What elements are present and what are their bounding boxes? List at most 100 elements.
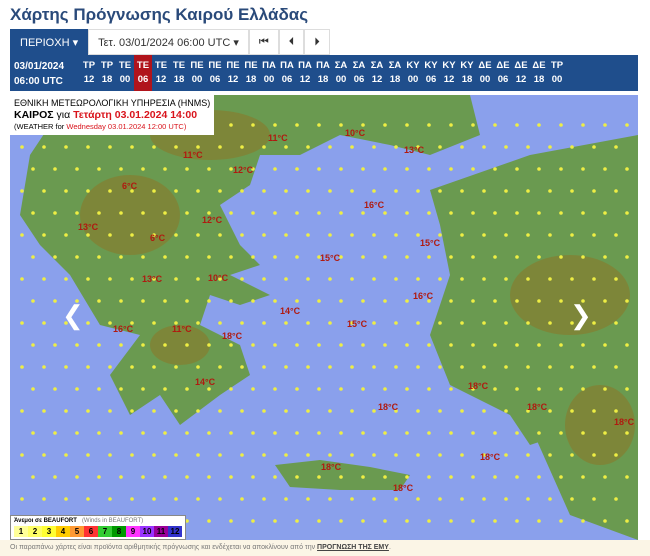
timeline-slot[interactable]: ΚΥ 06 (422, 55, 440, 91)
slot-day: ΣΑ (388, 60, 402, 71)
page-title: Χάρτης Πρόγνωσης Καιρού Ελλάδας (10, 5, 309, 24)
hnms-forecast-link[interactable]: ΠΡΟΓΝΩΣΗ ΤΗΣ ΕΜΥ (317, 544, 389, 551)
date-dropdown[interactable]: Τετ. 03/01/2024 06:00 UTC ▾ (88, 29, 249, 55)
timeline-slot[interactable]: ΠΕ 18 (242, 55, 260, 91)
prev-arrow-button[interactable]: ❮ (62, 300, 84, 331)
beaufort-cell: 4 (56, 526, 70, 537)
slot-hour: 12 (371, 74, 383, 85)
temperature-label: 18°C (527, 402, 548, 412)
temperature-label: 18°C (222, 331, 243, 341)
timeline-slot[interactable]: ΔΕ 06 (494, 55, 512, 91)
timeline-slot[interactable]: ΤΡ 12 (80, 55, 98, 91)
slot-day: ΤΡ (550, 60, 564, 71)
skip-first-button[interactable]: ⏮ (248, 29, 279, 55)
slot-day: ΠΕ (190, 60, 204, 71)
forecast-utc-time: Wednesday 03.01.2024 12:00 UTC) (66, 122, 187, 131)
timeline-slot[interactable]: ΚΥ 18 (458, 55, 476, 91)
chevron-left-icon: ❮ (62, 300, 84, 330)
beaufort-cell: 3 (42, 526, 56, 537)
temperature-label: 11°C (268, 133, 288, 143)
slot-day: ΚΥ (460, 60, 474, 71)
timeline-slot[interactable]: ΣΑ 12 (368, 55, 386, 91)
timeline-slot[interactable]: ΤΕ 06 (134, 55, 152, 91)
slot-day: ΤΡ (100, 60, 114, 71)
next-arrow-button[interactable]: ❯ (570, 300, 592, 331)
temperature-label: 12°C (233, 165, 254, 175)
slot-hour: 00 (263, 74, 275, 85)
timeline-slot[interactable]: ΣΑ 18 (386, 55, 404, 91)
temperature-label: 6°C (150, 233, 166, 243)
timeline-slot[interactable]: ΤΕ 12 (152, 55, 170, 91)
temperature-label: 13°C (78, 222, 99, 232)
beaufort-cell: 8 (112, 526, 126, 537)
beaufort-legend: Άνεμοι σε BEAUFORT (Winds in BEAUFORT) 1… (10, 515, 186, 540)
timeline-slot[interactable]: ΠΕ 06 (206, 55, 224, 91)
slot-day: ΣΑ (334, 60, 348, 71)
slot-hour: 06 (209, 74, 221, 85)
timeline-slot[interactable]: ΠΕ 00 (188, 55, 206, 91)
agency-name: ΕΘΝΙΚΗ ΜΕΤΕΩΡΟΛΟΓΙΚΗ ΥΠΗΡΕΣΙΑ (HNMS) (14, 98, 211, 108)
timeline-slot[interactable]: ΔΕ 00 (476, 55, 494, 91)
timeline-slot[interactable]: ΣΑ 00 (332, 55, 350, 91)
slot-day: ΠΕ (244, 60, 258, 71)
slot-day: ΤΕ (118, 60, 132, 71)
weather-en-label: (WEATHER for (14, 122, 67, 131)
beaufort-cell: 7 (98, 526, 112, 537)
temperature-label: 18°C (614, 417, 635, 427)
timeline-slot[interactable]: ΤΕ 18 (170, 55, 188, 91)
current-time: 06:00 UTC (14, 76, 63, 87)
timeline: 03/01/2024 06:00 UTC ΤΡ 12 ΤΡ 18 ΤΕ 00 ΤΕ 06 ΤΕ 12… (10, 55, 638, 91)
temperature-label: 15°C (420, 238, 441, 248)
disclaimer-end: . (388, 544, 391, 551)
timeline-slot[interactable]: ΤΡ 18 (98, 55, 116, 91)
beaufort-cell: 10 (140, 526, 154, 537)
step-back-button[interactable]: ⏴ (278, 29, 305, 55)
slot-hour: 06 (497, 74, 509, 85)
beaufort-cell: 2 (28, 526, 42, 537)
timeline-slot[interactable]: ΔΕ 18 (530, 55, 548, 91)
temperature-label: 14°C (280, 306, 301, 316)
timeline-slot[interactable]: ΔΕ 12 (512, 55, 530, 91)
beaufort-cell: 9 (126, 526, 140, 537)
slot-day: ΠΕ (226, 60, 240, 71)
slot-hour: 12 (443, 74, 455, 85)
slot-hour: 18 (461, 74, 473, 85)
temperature-label: 13°C (404, 145, 425, 155)
temperature-label: 6°C (122, 181, 138, 191)
disclaimer-text: Οι παραπάνω χάρτες είναι προϊόντα αριθμη… (10, 544, 318, 551)
timeline-slot[interactable]: ΣΑ 06 (350, 55, 368, 91)
timeline-slot[interactable]: ΠΑ 12 (296, 55, 314, 91)
timeline-slot[interactable]: ΠΑ 06 (278, 55, 296, 91)
slot-hour: 00 (191, 74, 203, 85)
slot-hour: 06 (353, 74, 365, 85)
slot-hour: 18 (245, 74, 257, 85)
slot-day: ΠΑ (298, 60, 312, 71)
temperature-label: 18°C (321, 462, 342, 472)
slot-hour: 00 (335, 74, 347, 85)
current-date: 03/01/2024 (14, 61, 65, 72)
timeline-slot[interactable]: ΤΡ 00 (548, 55, 566, 91)
timeline-slot[interactable]: ΚΥ 12 (440, 55, 458, 91)
step-forward-button[interactable]: ⏵ (304, 29, 330, 55)
weather-map[interactable]: ΕΘΝΙΚΗ ΜΕΤΕΩΡΟΛΟΓΙΚΗ ΥΠΗΡΕΣΙΑ (HNMS) ΚΑΙ… (10, 95, 638, 540)
timeline-slot[interactable]: ΠΕ 12 (224, 55, 242, 91)
timeline-slot[interactable]: ΤΕ 00 (116, 55, 134, 91)
timeline-slot[interactable]: ΠΑ 18 (314, 55, 332, 91)
temperature-label: 18°C (468, 381, 489, 391)
slot-day: ΚΥ (442, 60, 456, 71)
beaufort-cell: 5 (70, 526, 84, 537)
beaufort-cell: 11 (154, 526, 168, 537)
slot-hour: 00 (479, 74, 491, 85)
disclaimer: Οι παραπάνω χάρτες είναι προϊόντα αριθμη… (0, 540, 650, 556)
slot-hour: 06 (281, 74, 293, 85)
forecast-info: ΕΘΝΙΚΗ ΜΕΤΕΩΡΟΛΟΓΙΚΗ ΥΠΗΡΕΣΙΑ (HNMS) ΚΑΙ… (10, 95, 215, 135)
timeline-slot[interactable]: ΚΥ 00 (404, 55, 422, 91)
slot-day: ΤΡ (82, 60, 96, 71)
region-dropdown[interactable]: ΠΕΡΙΟΧΗ ▾ (10, 29, 89, 55)
slot-day: ΤΕ (154, 60, 168, 71)
timeline-slot[interactable]: ΠΑ 00 (260, 55, 278, 91)
weather-label: ΚΑΙΡΟΣ (14, 109, 54, 121)
slot-hour: 00 (119, 74, 131, 85)
slot-hour: 12 (227, 74, 239, 85)
beaufort-cell: 6 (84, 526, 98, 537)
